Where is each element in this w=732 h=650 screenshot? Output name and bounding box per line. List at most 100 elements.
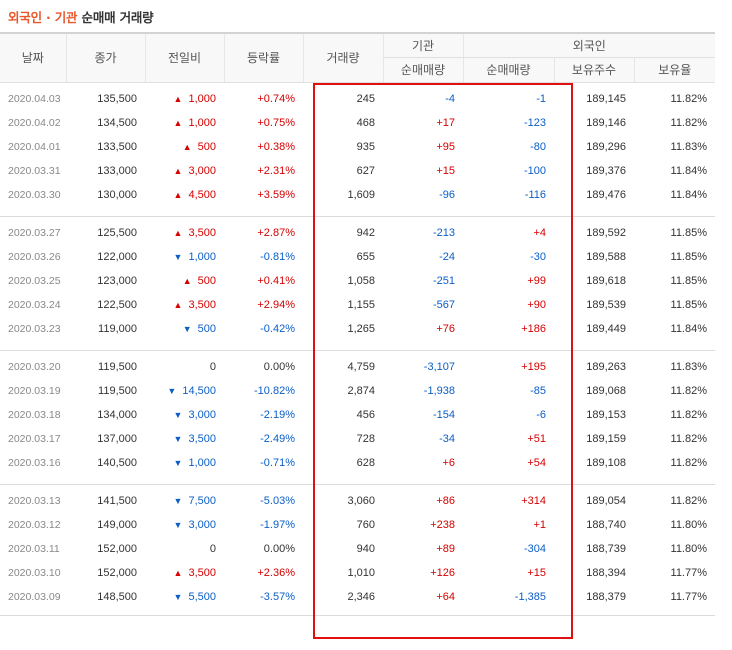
- table-row: 2020.03.12 149,000 ▼ 3,000 -1.97% 760 +238 +1 18…: [0, 513, 715, 537]
- change-value: 500: [197, 275, 216, 287]
- inst-net-cell: -251: [432, 275, 455, 287]
- table-row: 2020.03.19 119,500 ▼ 14,500 -10.82% 2,874 -1,9…: [0, 379, 715, 403]
- volume-cell: 468: [356, 117, 375, 129]
- holding-rate-cell: 11.77%: [670, 591, 708, 603]
- date-cell: 2020.03.24: [8, 299, 61, 311]
- holdings-cell: 188,740: [586, 519, 626, 531]
- rate-cell: -1.97%: [260, 519, 295, 531]
- foreign-net-cell: +15: [527, 567, 546, 579]
- arrow-down-icon: ▼: [173, 434, 183, 444]
- volume-cell: 940: [356, 543, 375, 555]
- rate-cell: +2.87%: [257, 227, 295, 239]
- header-inst-net: 순매매량: [382, 57, 463, 83]
- holdings-cell: 189,539: [586, 299, 626, 311]
- holding-rate-cell: 11.82%: [670, 409, 708, 421]
- table-row: 2020.03.11 152,000 0 0.00% 940 +89 -304 188,739…: [0, 537, 715, 561]
- holdings-cell: 188,739: [586, 543, 626, 555]
- date-cell: 2020.03.30: [8, 189, 61, 201]
- holdings-cell: 189,054: [586, 495, 626, 507]
- investor-trading-table: 날짜 종가 전일비 등락률 거래량 기관 외국인 순매매량 순매매량 보유주수 …: [0, 32, 716, 616]
- inst-net-cell: +89: [436, 543, 455, 555]
- foreign-net-cell: +99: [527, 275, 546, 287]
- change-cell: ▼ 1,000: [145, 451, 224, 475]
- table-row: 2020.03.23 119,000 ▼ 500 -0.42% 1,265 +76 +186 1…: [0, 317, 715, 341]
- header-date: 날짜: [0, 32, 66, 83]
- holding-rate-cell: 11.82%: [670, 93, 708, 105]
- holding-rate-cell: 11.82%: [670, 495, 708, 507]
- date-cell: 2020.03.09: [8, 591, 61, 603]
- foreign-net-cell: +186: [521, 323, 546, 335]
- holdings-cell: 189,296: [586, 141, 626, 153]
- holding-rate-cell: 11.82%: [670, 433, 708, 445]
- change-cell: ▼ 500: [145, 317, 224, 341]
- foreign-net-cell: -30: [530, 251, 546, 263]
- section-title: 외국인 · 기관 순매매 거래량: [8, 7, 154, 26]
- arrow-up-icon: ▲: [173, 190, 183, 200]
- holding-rate-cell: 11.82%: [670, 385, 708, 397]
- group-divider: [0, 609, 716, 616]
- holding-rate-cell: 11.82%: [670, 457, 708, 469]
- table-body: 2020.04.03 135,500 ▲ 1,000 +0.74% 245 -4 -1 189,…: [0, 82, 716, 616]
- volume-cell: 2,874: [347, 385, 375, 397]
- inst-net-cell: -34: [439, 433, 455, 445]
- change-value: 3,500: [188, 299, 216, 311]
- change-value: 14,500: [182, 385, 216, 397]
- inst-net-cell: +238: [430, 519, 455, 531]
- inst-net-cell: +17: [436, 117, 455, 129]
- change-value: 3,000: [188, 519, 216, 531]
- foreign-net-cell: +54: [527, 457, 546, 469]
- volume-cell: 1,058: [347, 275, 375, 287]
- foreign-net-cell: +195: [521, 361, 546, 373]
- foreign-net-cell: -6: [536, 409, 546, 421]
- volume-cell: 1,265: [347, 323, 375, 335]
- change-value: 1,000: [188, 457, 216, 469]
- close-cell: 133,000: [97, 165, 137, 177]
- volume-cell: 1,010: [347, 567, 375, 579]
- foreign-net-cell: -80: [530, 141, 546, 153]
- inst-net-cell: +64: [436, 591, 455, 603]
- change-value: 3,500: [188, 433, 216, 445]
- rate-cell: +0.75%: [257, 117, 295, 129]
- rate-cell: +3.59%: [257, 189, 295, 201]
- change-value: 500: [197, 141, 216, 153]
- change-value: 3,000: [188, 409, 216, 421]
- holdings-cell: 189,588: [586, 251, 626, 263]
- volume-cell: 4,759: [347, 361, 375, 373]
- table-row: 2020.03.20 119,500 0 0.00% 4,759 -3,107 +195 18…: [0, 355, 715, 379]
- arrow-up-icon: ▲: [173, 300, 183, 310]
- table-row: 2020.03.31 133,000 ▲ 3,000 +2.31% 627 +15 -100 1…: [0, 159, 715, 183]
- change-value: 500: [197, 323, 216, 335]
- change-cell: ▼ 3,000: [145, 403, 224, 427]
- table-row: 2020.04.01 133,500 ▲ 500 +0.38% 935 +95 -80 189,…: [0, 135, 715, 159]
- date-cell: 2020.03.17: [8, 433, 61, 445]
- arrow-down-icon: ▼: [173, 592, 183, 602]
- holding-rate-cell: 11.84%: [670, 189, 708, 201]
- date-cell: 2020.03.18: [8, 409, 61, 421]
- foreign-net-cell: -116: [524, 189, 546, 201]
- inst-net-cell: -213: [432, 227, 455, 239]
- change-cell: ▲ 500: [145, 135, 224, 159]
- volume-cell: 3,060: [347, 495, 375, 507]
- table-row: 2020.03.30 130,000 ▲ 4,500 +3.59% 1,609 -96 -11…: [0, 183, 715, 207]
- arrow-up-icon: ▲: [182, 142, 192, 152]
- holdings-cell: 189,108: [586, 457, 626, 469]
- group-divider: [0, 475, 716, 485]
- rate-cell: -2.19%: [260, 409, 295, 421]
- rate-cell: -3.57%: [260, 591, 295, 603]
- rate-cell: -2.49%: [260, 433, 295, 445]
- holdings-cell: 189,376: [586, 165, 626, 177]
- header-institution: 기관: [382, 32, 463, 58]
- inst-net-cell: +6: [442, 457, 455, 469]
- foreign-net-cell: -85: [530, 385, 546, 397]
- inst-net-cell: +86: [436, 495, 455, 507]
- date-cell: 2020.03.23: [8, 323, 61, 335]
- date-cell: 2020.03.27: [8, 227, 61, 239]
- date-cell: 2020.03.13: [8, 495, 61, 507]
- foreign-net-cell: -1: [536, 93, 546, 105]
- arrow-up-icon: ▲: [173, 166, 183, 176]
- change-value: 0: [209, 543, 216, 555]
- header-volume: 거래량: [302, 32, 383, 83]
- change-cell: ▲ 3,500: [145, 293, 224, 317]
- holdings-cell: 188,379: [586, 591, 626, 603]
- volume-cell: 760: [356, 519, 375, 531]
